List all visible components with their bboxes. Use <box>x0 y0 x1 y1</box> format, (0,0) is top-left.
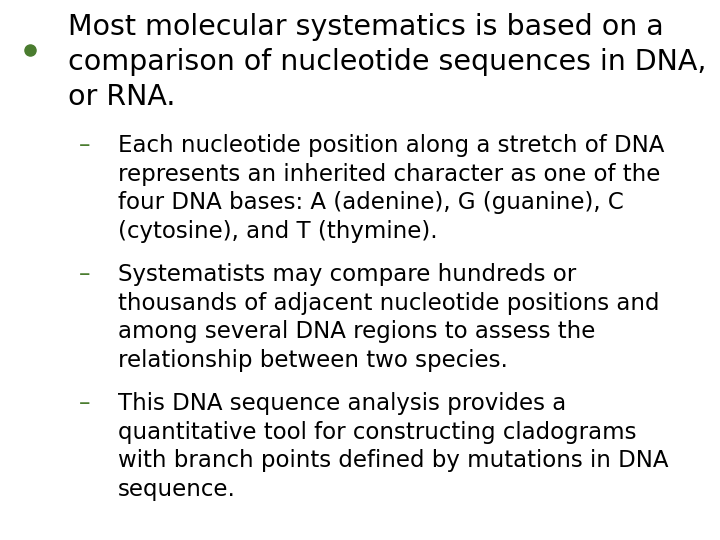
Text: Most molecular systematics is based on a
comparison of nucleotide sequences in D: Most molecular systematics is based on a… <box>68 13 706 111</box>
Text: –: – <box>78 392 90 415</box>
Text: Systematists may compare hundreds or
thousands of adjacent nucleotide positions : Systematists may compare hundreds or tho… <box>118 263 660 372</box>
Text: –: – <box>78 134 90 157</box>
Text: Each nucleotide position along a stretch of DNA
represents an inherited characte: Each nucleotide position along a stretch… <box>118 134 665 243</box>
Text: This DNA sequence analysis provides a
quantitative tool for constructing cladogr: This DNA sequence analysis provides a qu… <box>118 392 668 501</box>
Text: –: – <box>78 263 90 286</box>
